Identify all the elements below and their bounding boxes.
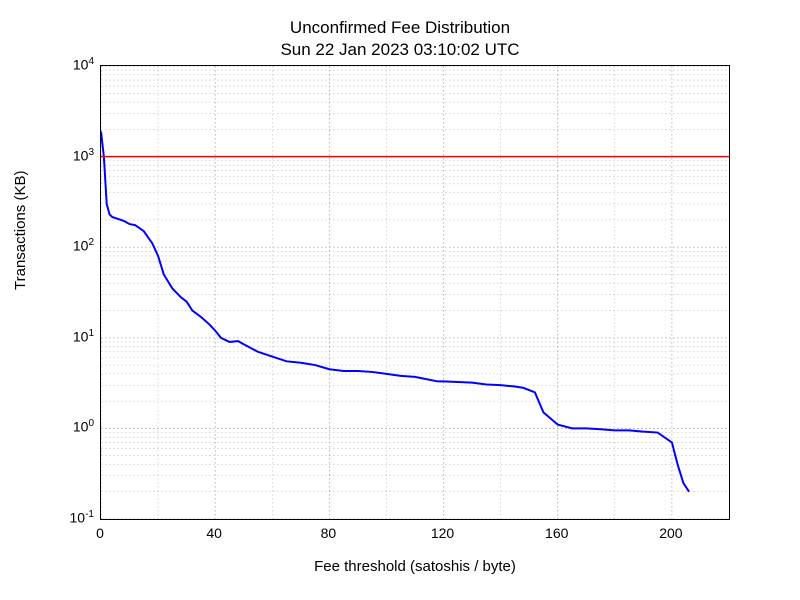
y-tick-label: 101 <box>34 328 94 345</box>
y-tick-label: 100 <box>34 418 94 435</box>
grid-lines <box>101 66 729 519</box>
x-tick-label: 200 <box>659 525 682 541</box>
series-fee-distribution <box>101 131 689 491</box>
chart-title: Unconfirmed Fee Distribution <box>0 18 800 38</box>
x-tick-label: 40 <box>206 525 222 541</box>
data-series <box>101 131 729 491</box>
y-tick-label: 103 <box>34 147 94 164</box>
chart-container: Unconfirmed Fee Distribution Sun 22 Jan … <box>0 0 800 600</box>
y-tick-label: 102 <box>34 237 94 254</box>
x-tick-label: 0 <box>96 525 104 541</box>
chart-subtitle: Sun 22 Jan 2023 03:10:02 UTC <box>0 40 800 60</box>
plot-area <box>100 65 730 520</box>
x-axis-label: Fee threshold (satoshis / byte) <box>100 558 730 575</box>
y-tick-label: 10-1 <box>34 509 94 526</box>
x-tick-label: 160 <box>545 525 568 541</box>
x-tick-label: 120 <box>431 525 454 541</box>
x-tick-label: 80 <box>321 525 337 541</box>
y-tick-label: 104 <box>34 56 94 73</box>
chart-svg <box>101 66 729 519</box>
y-axis-label: Transactions (KB) <box>12 171 29 290</box>
